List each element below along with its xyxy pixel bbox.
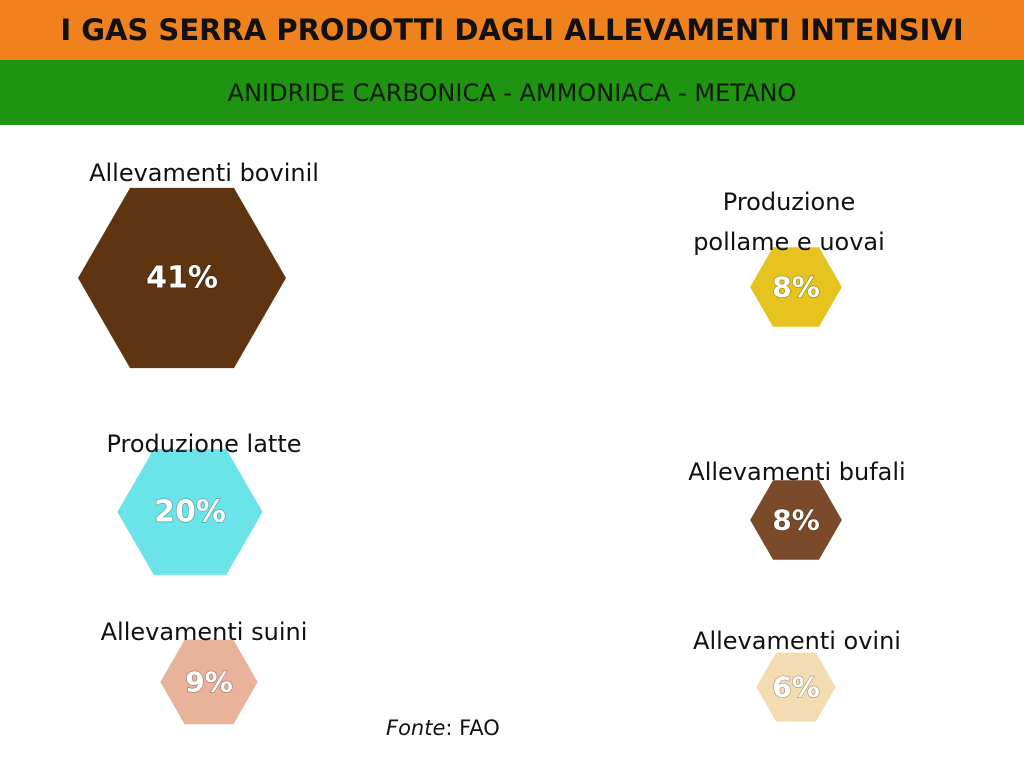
hexagon-4 [750,480,842,560]
title-banner: I GAS SERRA PRODOTTI DAGLI ALLEVAMENTI I… [0,0,1024,60]
category-label-5: Allevamenti ovini [693,627,901,655]
hexagon-2 [160,639,258,725]
value-label-2: 9% [185,666,233,699]
chart-title: I GAS SERRA PRODOTTI DAGLI ALLEVAMENTI I… [60,13,964,47]
value-label-1: 20% [154,495,226,530]
hexagon-1 [117,449,263,575]
source-note: Fonte: FAO [386,716,586,740]
source-text: : FAO [445,716,500,740]
hexagon-5 [756,652,836,722]
category-label-3-line-0: Produzione [723,188,855,216]
value-label-5: 6% [772,671,820,704]
hexagon-3 [750,247,842,327]
subtitle-banner: ANIDRIDE CARBONICA - AMMONIACA - METANO [0,60,1024,125]
source-prefix: Fonte [386,716,446,740]
category-label-3-line-1: pollame e uovai [693,228,885,256]
value-label-4: 8% [772,504,820,537]
category-label-2: Allevamenti suini [101,618,308,646]
category-label-1: Produzione latte [106,430,301,458]
chart-subtitle: ANIDRIDE CARBONICA - AMMONIACA - METANO [227,78,797,107]
category-label-0: Allevamenti bovinil [89,159,319,187]
hexagon-0 [78,187,286,369]
value-label-3: 8% [772,271,820,304]
value-label-0: 41% [146,261,218,296]
category-label-4: Allevamenti bufali [688,458,905,486]
